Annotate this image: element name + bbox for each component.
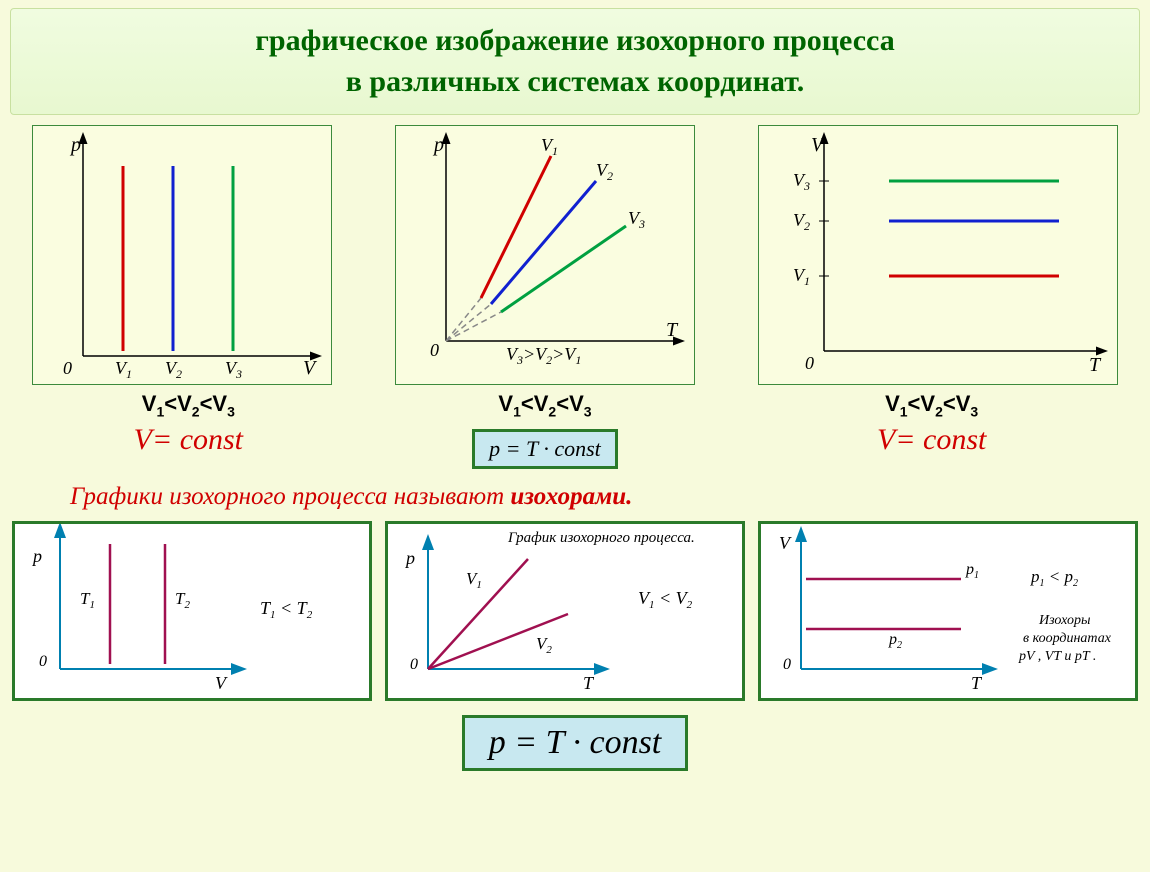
ray-label-v1: V1	[541, 135, 558, 158]
label-t2: T2	[175, 589, 190, 611]
axis-t: T	[583, 673, 595, 693]
tick-v2: V2	[165, 358, 182, 381]
ray-label-v2: V2	[596, 160, 613, 183]
chart-title: График изохорного процесса.	[507, 530, 695, 546]
axis-v: V	[779, 533, 792, 553]
origin: 0	[39, 653, 47, 670]
axis-label-t: T	[666, 319, 679, 341]
label-t1: T1	[80, 589, 95, 611]
ray-label-v3: V3	[628, 208, 645, 231]
chart-pv-vertical: p V 0 V1 V2 V3	[32, 125, 332, 385]
origin-label: 0	[430, 340, 439, 360]
desc-prefix: Графики изохорного процесса называют	[70, 483, 510, 510]
note-p1p2: p1 < p2	[1030, 567, 1078, 589]
vconst-3: V= const	[877, 423, 986, 457]
big-formula: p = T · const	[462, 715, 689, 771]
top-chart-row: p V 0 V1 V2 V3 p T 0 V1 V2 V3	[0, 125, 1150, 385]
inequality-1: V1<V2<V3	[142, 391, 235, 419]
note2-l1: Изохоры	[1038, 613, 1090, 628]
ytick-v2: V2	[793, 210, 810, 233]
chart-pt-rays: p T 0 V1 V2 V3 V3>V2>V1	[395, 125, 695, 385]
axis-label-t: T	[1089, 354, 1102, 376]
small-formula: p = T · const	[472, 429, 618, 469]
bottom-chart-pt: График изохорного процесса. p T 0 V1 V2 …	[385, 521, 745, 701]
note2-l2: в координатах	[1023, 631, 1112, 646]
axis-label-p: p	[69, 134, 81, 156]
label-p1: p1	[965, 561, 979, 581]
origin-label: 0	[63, 358, 72, 378]
axis-label-v: V	[303, 357, 318, 379]
axis-t: T	[971, 673, 983, 693]
label-v1: V1	[466, 569, 482, 591]
bottom-chart-row: p V 0 T1 T2 T1 < T2 График изохорного пр…	[0, 521, 1150, 701]
origin-label: 0	[805, 353, 814, 373]
vconst-1: V= const	[134, 423, 243, 457]
bottom-chart-pv: p V 0 T1 T2 T1 < T2	[12, 521, 372, 701]
note2-l3: pV , VT и pT .	[1018, 649, 1096, 664]
label-v2: V2	[536, 634, 552, 656]
origin: 0	[783, 656, 791, 673]
bottom-chart-vt: V T 0 p1 p2 p1 < p2 Изохоры в координата…	[758, 521, 1138, 701]
origin: 0	[410, 656, 418, 673]
note-t1t2: T1 < T2	[260, 598, 313, 621]
ytick-v1: V1	[793, 265, 810, 288]
tick-v3: V3	[225, 358, 242, 381]
axis-label-p: p	[432, 134, 444, 156]
inequality-3: V1<V2<V3	[885, 391, 978, 419]
description-text: Графики изохорного процесса называют изо…	[0, 469, 1150, 521]
title-box: графическое изображение изохорного проце…	[10, 8, 1140, 115]
axis-p: p	[404, 548, 415, 568]
bray-v1	[428, 559, 528, 669]
chart-vt-horizontal: V T 0 V1 V2 V3	[758, 125, 1118, 385]
title-line1: графическое изображение изохорного проце…	[31, 21, 1119, 62]
below-charts-row: V1<V2<V3 V= const V1<V2<V3 p = T · const…	[0, 391, 1150, 469]
desc-bold: изохорами.	[510, 483, 632, 510]
inequality-2: V1<V2<V3	[498, 391, 591, 419]
axis-p: p	[31, 546, 42, 566]
label-p2: p2	[888, 631, 902, 651]
note-v1v2: V1 < V2	[638, 588, 693, 611]
below-axis-note: V3>V2>V1	[506, 344, 581, 367]
ytick-v3: V3	[793, 170, 810, 193]
tick-v1: V1	[115, 358, 132, 381]
bray-v2	[428, 614, 568, 669]
axis-v: V	[215, 673, 228, 693]
title-line2: в различных системах координат.	[31, 62, 1119, 103]
